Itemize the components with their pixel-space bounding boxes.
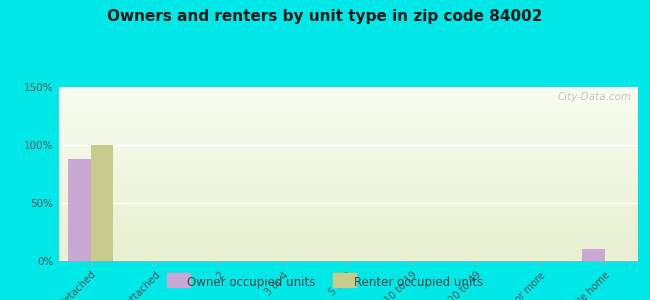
Bar xyxy=(68,159,90,261)
Legend: Owner occupied units, Renter occupied units: Owner occupied units, Renter occupied un… xyxy=(162,272,488,294)
Bar xyxy=(582,249,605,261)
Text: Owners and renters by unit type in zip code 84002: Owners and renters by unit type in zip c… xyxy=(107,9,543,24)
Text: City-Data.com: City-Data.com xyxy=(557,92,631,102)
Bar xyxy=(90,145,113,261)
